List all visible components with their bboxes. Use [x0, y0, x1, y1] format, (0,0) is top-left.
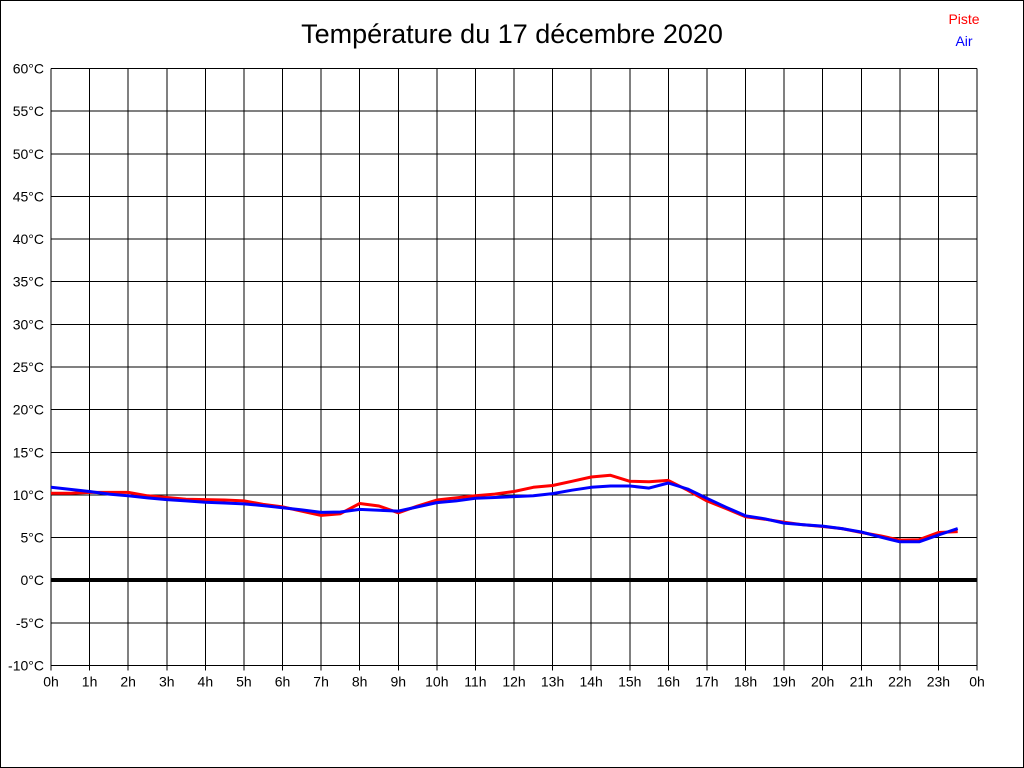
y-tick-label: 30°C: [13, 316, 44, 332]
air-temperature-line: [50, 481, 959, 544]
x-axis-labels: 0h 1h 2h 3h 4h 5h 6h 7h 8h 9h 10h 11h 12h 13h 14h 15h 16…: [43, 674, 985, 690]
x-tick-label: 8h: [352, 674, 368, 690]
x-tick-label: 2h: [120, 674, 136, 690]
y-tick-label: 55°C: [13, 103, 44, 119]
x-tick-label: 9h: [390, 674, 406, 690]
x-tick-label: 11h: [464, 674, 486, 690]
legend: Piste Air: [919, 11, 1009, 50]
y-tick-label: 45°C: [13, 188, 44, 204]
y-tick-label: -10°C: [8, 658, 44, 674]
y-tick-label: 60°C: [13, 61, 44, 77]
x-tick-label: 21h: [850, 674, 873, 690]
legend-item-piste: Piste: [948, 11, 980, 27]
y-tick-label: 25°C: [13, 359, 44, 375]
x-tick-label: 3h: [159, 674, 175, 690]
x-tick-label: 23h: [927, 674, 950, 690]
y-tick-label: 20°C: [13, 402, 44, 418]
y-tick-label: 35°C: [13, 274, 44, 290]
y-axis-labels: -10°C -5°C 0°C 5°C 10°C 15°C 20°C 25°C 30°C 35°C 4…: [8, 61, 44, 674]
y-tick-label: 10°C: [13, 487, 44, 503]
x-tick-label: 20h: [811, 674, 834, 690]
x-tick-label: 17h: [695, 674, 718, 690]
x-tick-label: 13h: [541, 674, 564, 690]
x-tick-label: 10h: [425, 674, 448, 690]
chart-title: Température du 17 décembre 2020: [301, 19, 723, 49]
x-tick-label: 1h: [82, 674, 98, 690]
y-tick-label: 5°C: [21, 530, 45, 546]
x-tick-label: 0h: [43, 674, 59, 690]
x-tick-label: 22h: [888, 674, 911, 690]
x-tick-label: 4h: [198, 674, 214, 690]
x-tick-label: 5h: [236, 674, 252, 690]
y-tick-label: 15°C: [13, 444, 44, 460]
legend-item-air: Air: [955, 33, 973, 49]
x-tick-label: 6h: [275, 674, 291, 690]
x-tick-label: 14h: [579, 674, 602, 690]
x-tick-label: 15h: [618, 674, 641, 690]
y-tick-label: 0°C: [21, 572, 45, 588]
y-tick-label: 50°C: [13, 146, 44, 162]
x-tick-label: 0h: [969, 674, 985, 690]
x-tick-label: 19h: [772, 674, 795, 690]
x-tick-label: 18h: [734, 674, 757, 690]
grid-lines: [50, 68, 978, 671]
x-tick-label: 12h: [502, 674, 525, 690]
y-tick-label: 40°C: [13, 231, 44, 247]
x-tick-label: 16h: [657, 674, 680, 690]
y-tick-label: -5°C: [16, 615, 44, 631]
piste-temperature-line: [51, 473, 958, 542]
x-tick-label: 7h: [313, 674, 329, 690]
